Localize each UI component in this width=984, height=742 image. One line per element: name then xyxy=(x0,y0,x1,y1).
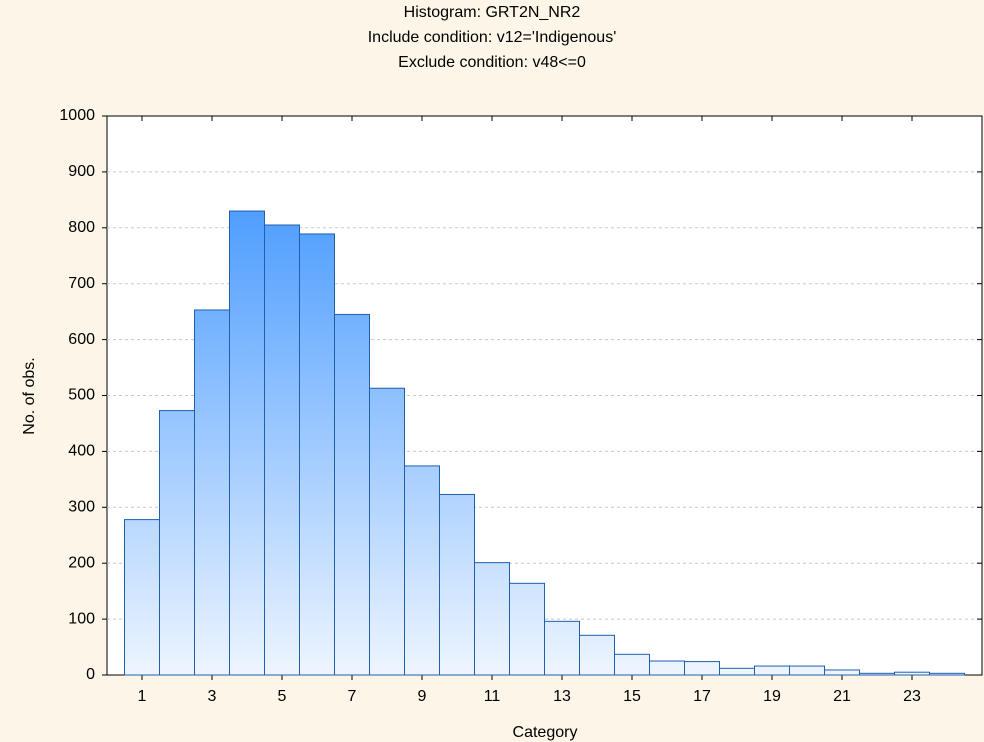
chart-subtitle: Include condition: v12='Indigenous' xyxy=(368,29,617,46)
y-tick-label: 400 xyxy=(68,443,95,460)
chart-title: Histogram: GRT2N_NR2 xyxy=(404,4,581,21)
y-tick-label: 200 xyxy=(68,554,95,571)
y-tick-label: 700 xyxy=(68,275,95,292)
bar xyxy=(229,210,265,676)
x-tick-label: 23 xyxy=(903,688,921,705)
bar xyxy=(579,634,615,676)
x-tick-label: 7 xyxy=(348,688,357,705)
bar xyxy=(754,665,790,676)
x-tick-label: 19 xyxy=(763,688,781,705)
y-tick-label: 100 xyxy=(68,610,95,627)
x-tick-label: 13 xyxy=(553,688,571,705)
bar xyxy=(859,672,895,676)
x-tick-label: 17 xyxy=(693,688,711,705)
bar xyxy=(334,313,370,676)
bar xyxy=(194,309,230,676)
y-axis-label: No. of obs. xyxy=(21,357,38,434)
x-tick-label: 5 xyxy=(278,688,287,705)
x-tick-label: 11 xyxy=(484,688,501,705)
y-tick-label: 1000 xyxy=(59,107,95,124)
x-axis-label: Category xyxy=(513,724,578,741)
bar xyxy=(719,667,755,676)
y-tick-label: 900 xyxy=(68,163,95,180)
bar xyxy=(439,493,475,676)
bar xyxy=(789,665,825,676)
bar xyxy=(124,519,160,676)
bar xyxy=(509,582,545,676)
y-tick-label: 800 xyxy=(68,219,95,236)
x-tick-label: 3 xyxy=(208,688,217,705)
x-tick-label: 15 xyxy=(623,688,641,705)
bar xyxy=(929,672,965,676)
y-tick-label: 0 xyxy=(86,666,95,683)
bar xyxy=(299,233,335,676)
x-tick-label: 9 xyxy=(418,688,427,705)
bar xyxy=(544,620,580,676)
x-tick-label: 1 xyxy=(138,688,147,705)
bar xyxy=(159,410,195,676)
y-tick-label: 300 xyxy=(68,499,95,516)
bar xyxy=(614,653,650,676)
bar xyxy=(824,669,860,676)
y-tick-label: 600 xyxy=(68,331,95,348)
bar xyxy=(684,661,720,676)
y-tick-label: 500 xyxy=(68,387,95,404)
bar xyxy=(894,671,930,676)
bar xyxy=(369,387,405,676)
bar xyxy=(264,224,300,676)
x-tick-label: 21 xyxy=(833,688,851,705)
bar xyxy=(404,465,440,676)
chart-subtitle: Exclude condition: v48<=0 xyxy=(398,54,586,71)
bar xyxy=(649,660,685,676)
bar xyxy=(474,562,510,676)
